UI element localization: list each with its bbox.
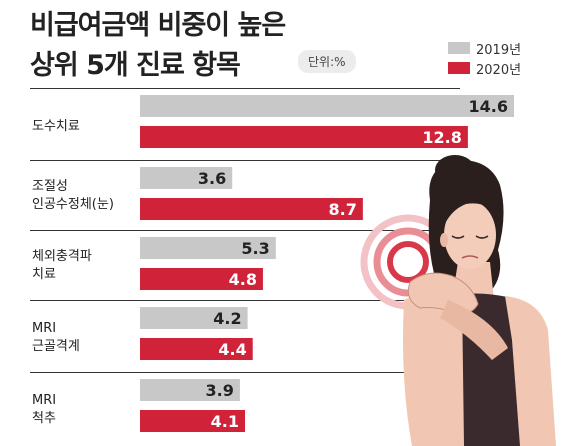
bars-layer: 14.6 3.6 5.3 4.2 3.9 12.8 8.7 4.8 4.4 4.1 <box>140 95 514 432</box>
data-label-2020-3: 4.8 <box>229 270 257 289</box>
category-label-4: MRI 근골격계 <box>32 321 80 354</box>
face <box>444 201 496 269</box>
data-label-2020-4: 4.4 <box>218 340 246 359</box>
category-label-2: 조절성 인공수정체(눈) <box>32 179 114 212</box>
data-label-2020-1: 12.8 <box>422 128 461 147</box>
bar-2019-5 <box>140 379 240 401</box>
row-divider-2 <box>30 230 460 231</box>
data-label-2019-2: 3.6 <box>198 169 226 188</box>
legend-item-2020: 2020년 <box>448 58 521 78</box>
left-eye <box>451 235 465 239</box>
chart-title-line-1: 비급여금액 비중이 높은 <box>30 10 286 41</box>
bar-2020-3 <box>140 268 263 290</box>
bar-2020-2 <box>140 198 363 220</box>
left-shoulder <box>403 291 464 446</box>
row-divider-4 <box>30 372 460 373</box>
chart-title: 비급여금액 비중이 높은 상위 5개 진료 항목 <box>30 6 286 86</box>
bar-2019-1 <box>140 95 514 117</box>
bar-2019-3 <box>140 237 276 259</box>
data-label-2020-5: 4.1 <box>211 412 239 431</box>
legend-item-2019: 2019년 <box>448 38 521 58</box>
category-label-1: 도수치료 <box>32 119 80 134</box>
chart-title-line-2: 상위 5개 진료 항목 <box>30 50 241 81</box>
legend-swatch-2020 <box>448 62 470 74</box>
data-label-2019-3: 5.3 <box>241 239 269 258</box>
hair-front <box>441 184 500 230</box>
row-divider-1 <box>30 160 460 161</box>
hair-bun <box>435 155 475 185</box>
bar-2020-4 <box>140 338 253 360</box>
row-divider-3 <box>30 300 460 301</box>
bar-2020-1 <box>140 126 468 148</box>
right-eye <box>475 235 489 239</box>
bar-2019-2 <box>140 167 233 189</box>
legend-label-2019: 2019년 <box>476 42 522 58</box>
pain-ring-inner <box>387 241 429 283</box>
data-label-2019-4: 4.2 <box>213 309 241 328</box>
header-divider <box>30 88 460 89</box>
ear <box>440 233 448 247</box>
unit-badge: 단위:% <box>298 50 356 73</box>
data-label-2019-5: 3.9 <box>206 381 234 400</box>
forearm <box>440 300 508 360</box>
legend: 2019년 2020년 <box>448 38 521 78</box>
legend-swatch-2019 <box>448 42 470 54</box>
data-label-2019-1: 14.6 <box>469 97 508 116</box>
right-arm <box>505 296 556 446</box>
category-label-5: MRI 척추 <box>32 393 57 426</box>
data-label-2020-2: 8.7 <box>329 200 357 219</box>
mouth <box>461 255 479 259</box>
bar-2020-5 <box>140 410 246 432</box>
legend-label-2020: 2020년 <box>476 62 522 78</box>
category-label-3: 체외충격파 치료 <box>32 249 92 282</box>
bar-2019-4 <box>140 307 248 329</box>
woman-illustration <box>360 155 556 446</box>
